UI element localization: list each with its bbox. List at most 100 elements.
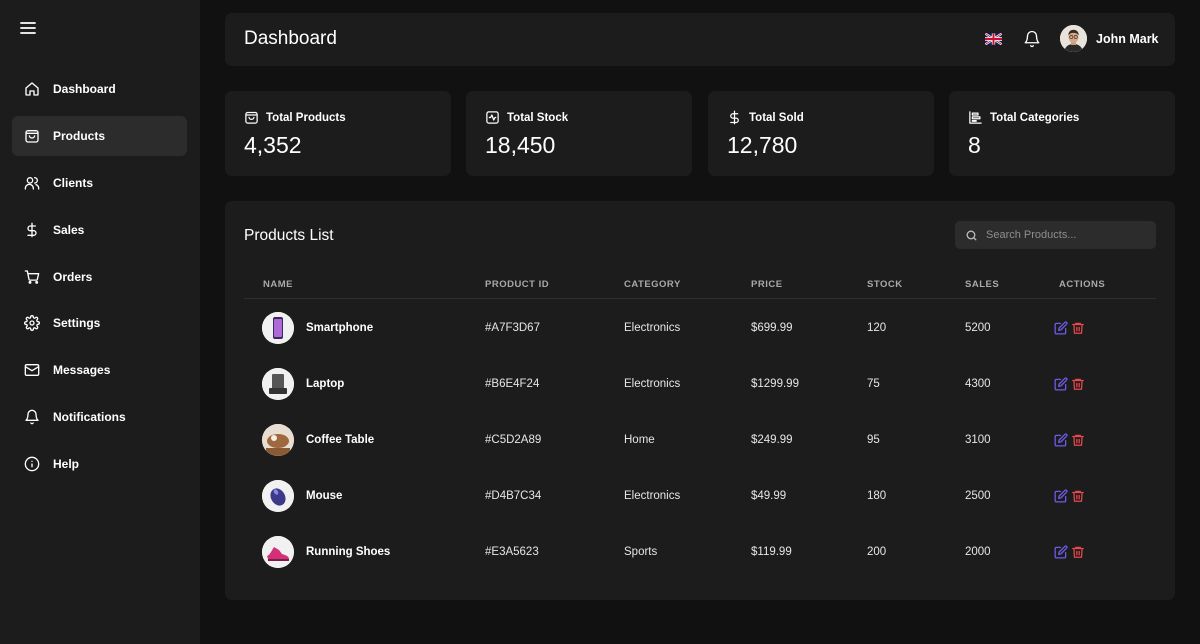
product-price: $1299.99 [751,378,799,390]
product-sales: 2000 [965,546,991,558]
table-row[interactable]: Laptop #B6E4F24 Electronics $1299.99 75 … [225,358,1175,414]
products-panel: Products List NAME PRODUCT ID CATEGORY P… [225,201,1175,600]
stat-label: Total Stock [507,112,569,124]
uk-flag-icon[interactable] [985,33,1002,45]
trash-icon[interactable] [1071,377,1085,391]
product-id: #A7F3D67 [485,322,540,334]
gear-icon [24,315,40,332]
product-name: Laptop [306,378,345,390]
info-icon [24,456,40,472]
activity-square-icon [485,110,500,125]
users-icon [24,175,40,191]
page-title: Dashboard [244,28,337,49]
running-shoes-image [262,536,294,568]
column-header-name: NAME [263,279,293,290]
edit-icon[interactable] [1054,433,1068,447]
stat-value: 18,450 [485,132,556,158]
hamburger-menu-icon[interactable] [19,19,37,37]
table-row[interactable]: Running Shoes #E3A5623 Sports $119.99 20… [225,526,1175,582]
product-id: #C5D2A89 [485,434,542,446]
product-category: Electronics [624,378,681,390]
product-id: #B6E4F24 [485,378,540,390]
trash-icon[interactable] [1071,545,1085,559]
stat-label: Total Products [266,112,346,124]
sidebar: Dashboard Products Clients Sales Orders … [0,0,200,644]
search-input[interactable] [986,229,1146,241]
column-header-category: CATEGORY [624,279,681,290]
sidebar-item-notifications[interactable]: Notifications [12,397,187,437]
trash-icon[interactable] [1071,321,1085,335]
sidebar-item-label: Dashboard [53,82,116,96]
product-sales: 2500 [965,490,991,502]
search-icon [965,229,978,242]
user-name[interactable]: John Mark [1096,32,1159,46]
column-header-sales: SALES [965,279,1000,290]
sidebar-item-settings[interactable]: Settings [12,303,187,343]
sidebar-item-label: Sales [53,222,85,237]
product-price: $119.99 [751,546,792,558]
product-category: Home [624,434,655,446]
top-header: Dashboard John Mark [225,13,1175,66]
products-list-title: Products List [244,227,334,244]
product-category: Electronics [624,322,681,334]
header-divider [244,298,1156,299]
sidebar-nav: Dashboard Products Clients Sales Orders … [12,69,187,491]
stat-value: 4,352 [244,132,302,158]
product-price: $49.99 [751,490,787,502]
table-row[interactable]: Mouse #D4B7C34 Electronics $49.99 180 25… [225,470,1175,526]
home-icon [24,81,40,97]
product-name: Mouse [306,490,343,502]
trash-icon[interactable] [1071,489,1085,503]
product-stock: 120 [867,322,887,334]
bell-icon[interactable] [1023,30,1041,48]
stat-value: 12,780 [727,132,798,158]
product-id: #D4B7C34 [485,490,542,502]
smartphone-image [262,312,294,344]
stat-value: 8 [968,132,981,158]
category-chart-icon [968,110,983,125]
laptop-image [262,368,294,400]
trash-icon[interactable] [1071,433,1085,447]
sidebar-item-sales[interactable]: Sales [12,210,187,250]
sidebar-item-dashboard[interactable]: Dashboard [12,69,187,109]
sidebar-item-label: Clients [53,175,94,190]
edit-icon[interactable] [1054,377,1068,391]
sidebar-item-help[interactable]: Help [12,444,187,484]
column-header-stock: STOCK [867,279,903,290]
product-sales: 5200 [965,322,991,334]
table-row[interactable]: Smartphone #A7F3D67 Electronics $699.99 … [225,302,1175,358]
stat-label: Total Sold [749,112,804,124]
sidebar-item-messages[interactable]: Messages [12,350,187,390]
avatar[interactable] [1060,25,1087,52]
edit-icon[interactable] [1054,489,1068,503]
column-header-product-id: PRODUCT ID [485,279,550,290]
sidebar-item-label: Notifications [53,410,126,425]
product-stock: 75 [867,378,880,390]
product-stock: 200 [867,546,887,558]
dollar-icon [24,222,40,238]
product-price: $699.99 [751,322,793,334]
bell-icon [24,409,40,425]
product-sales: 3100 [965,434,991,446]
product-sales: 4300 [965,378,991,390]
table-row[interactable]: Coffee Table #C5D2A89 Home $249.99 95 31… [225,414,1175,470]
sidebar-item-label: Orders [53,269,93,284]
search-box[interactable] [955,221,1156,249]
cart-icon [24,269,40,285]
edit-icon[interactable] [1054,321,1068,335]
stat-label: Total Categories [990,112,1080,124]
stat-card-total-categories: Total Categories 8 [949,91,1175,176]
sidebar-item-orders[interactable]: Orders [12,257,187,297]
product-stock: 95 [867,434,880,446]
product-category: Electronics [624,490,681,502]
sidebar-item-clients[interactable]: Clients [12,163,187,203]
product-name: Coffee Table [306,434,375,446]
sidebar-item-products[interactable]: Products [12,115,187,156]
sidebar-item-label: Messages [53,363,111,378]
product-category: Sports [624,546,658,558]
stat-card-total-products: Total Products 4,352 [225,91,451,176]
product-name: Running Shoes [306,546,391,558]
stat-card-total-stock: Total Stock 18,450 [466,91,692,176]
column-header-actions: ACTIONS [1059,279,1106,290]
edit-icon[interactable] [1054,545,1068,559]
